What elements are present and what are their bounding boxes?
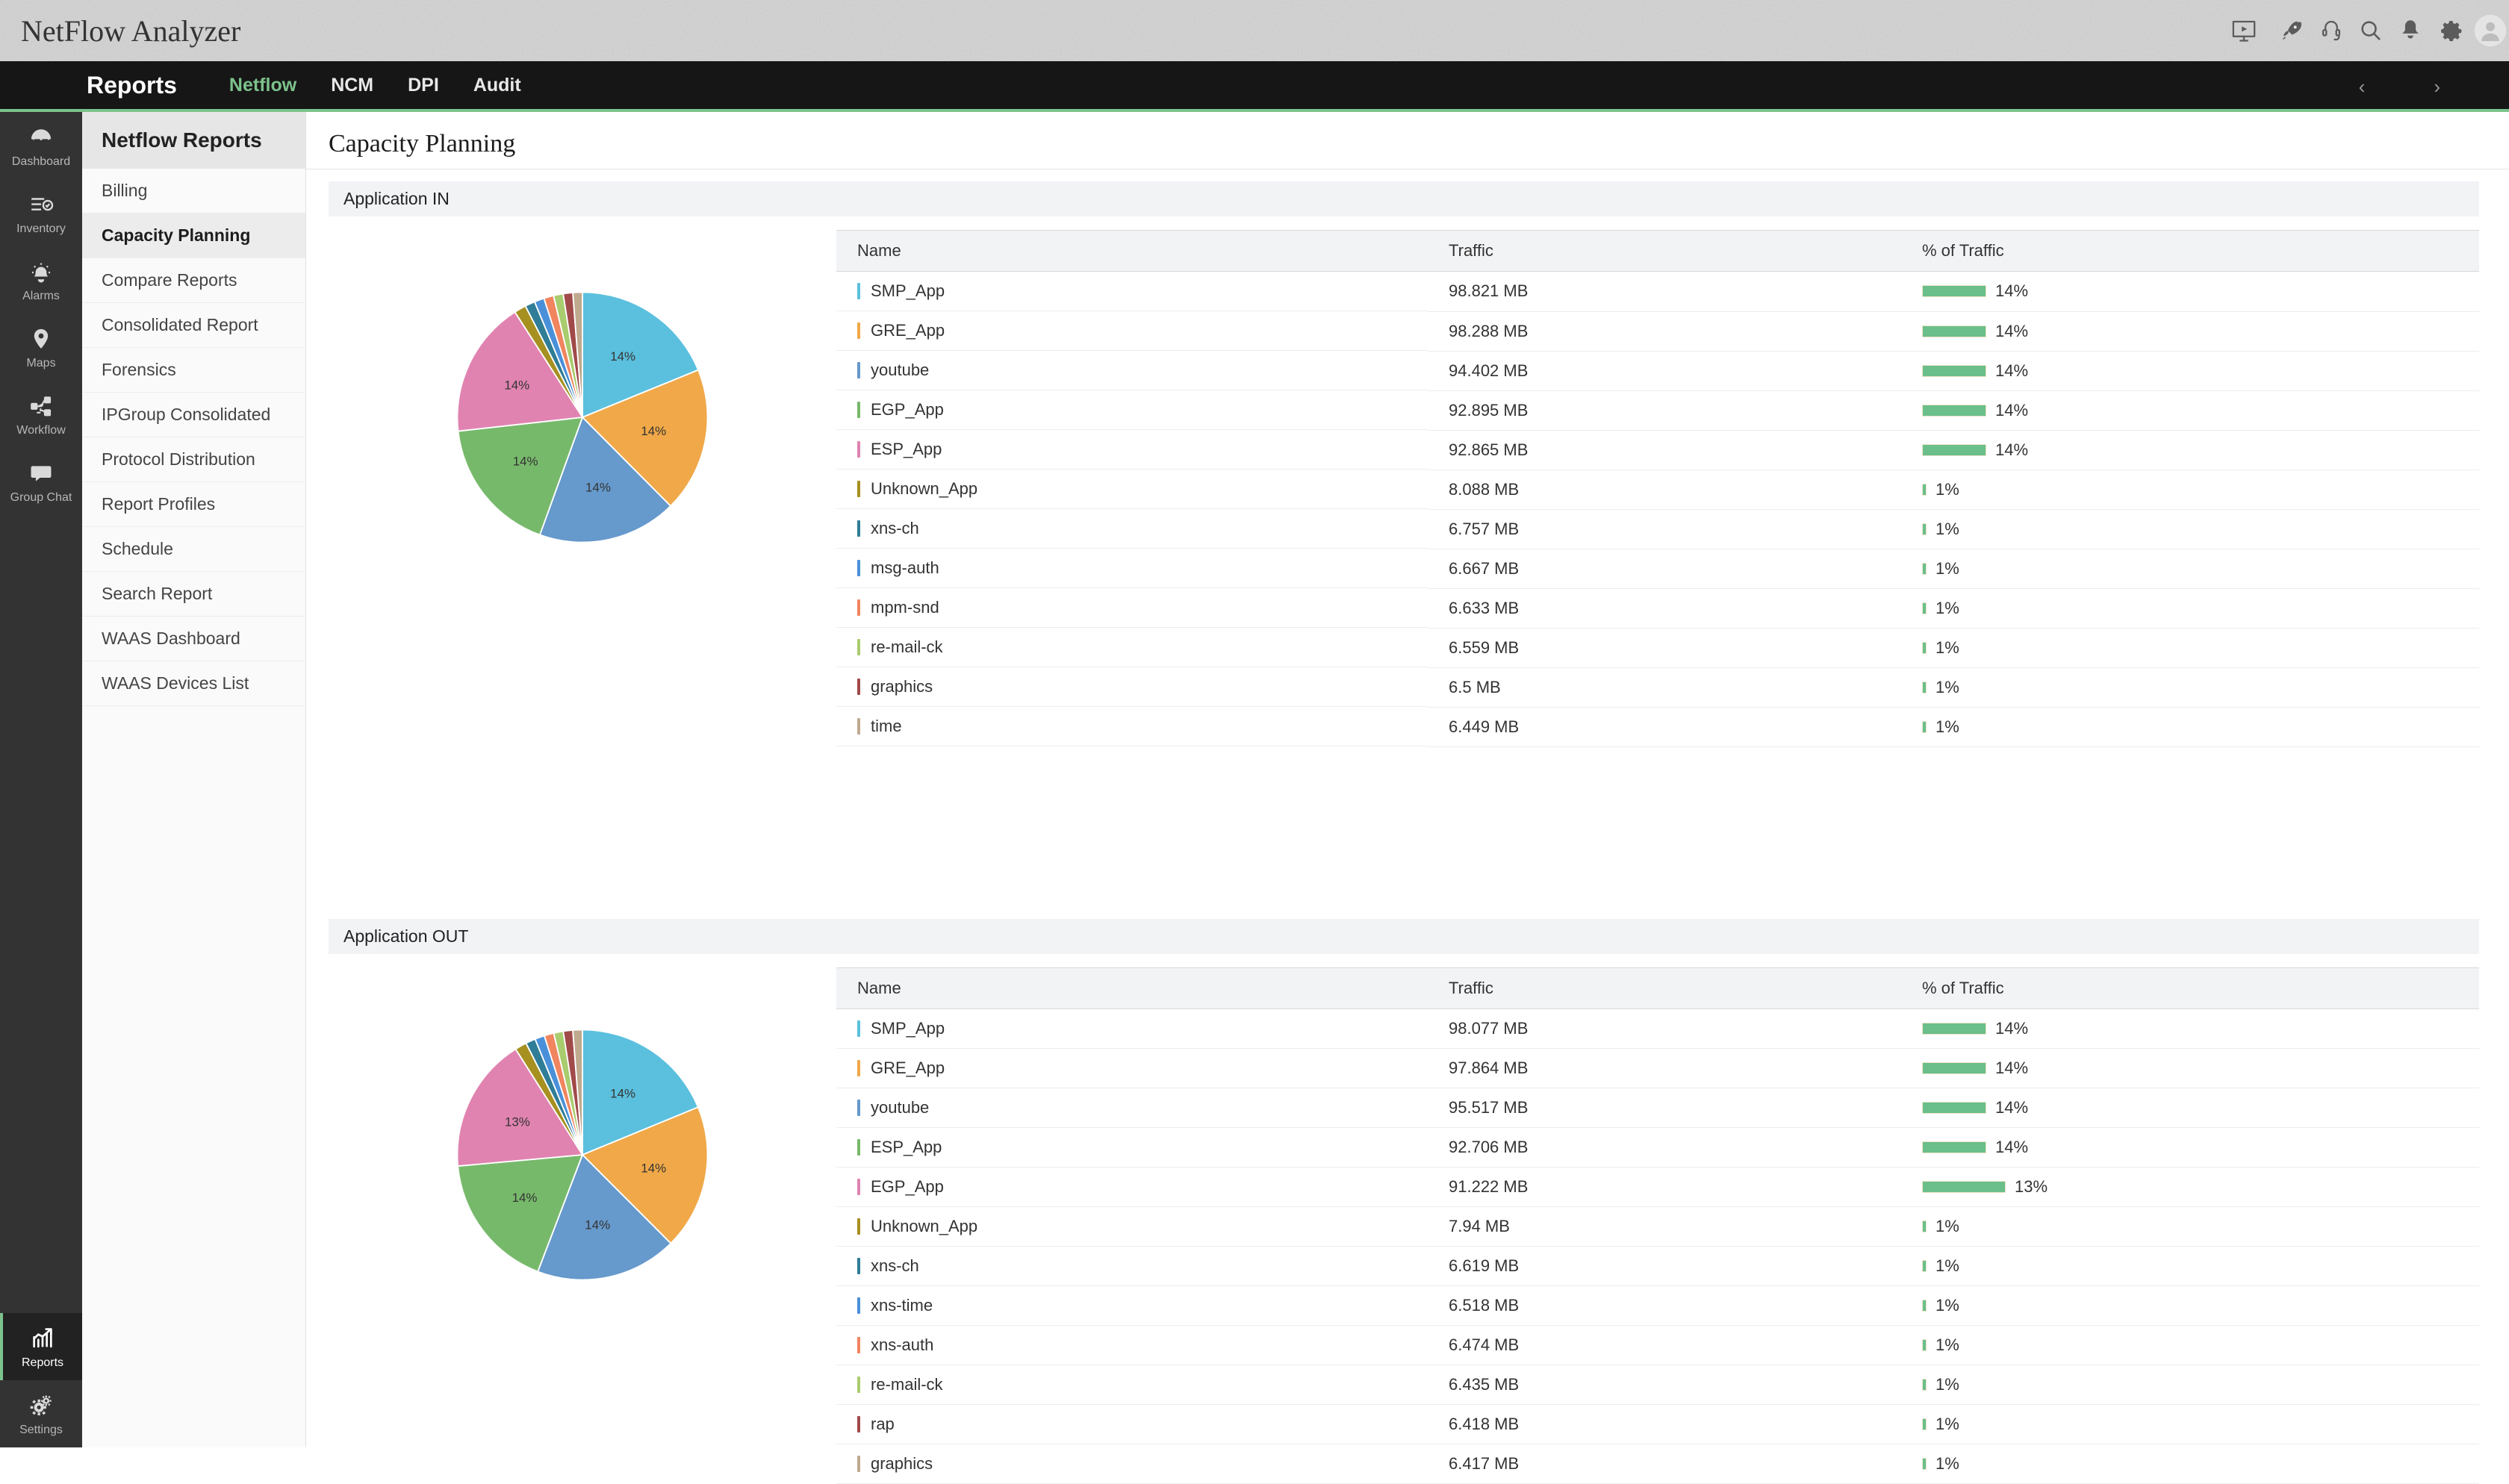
svg-text:14%: 14% <box>641 1161 666 1175</box>
svg-text:14%: 14% <box>610 349 635 364</box>
svg-text:14%: 14% <box>585 480 611 494</box>
svg-text:14%: 14% <box>641 424 666 438</box>
svg-text:14%: 14% <box>504 378 529 393</box>
svg-text:14%: 14% <box>512 1191 538 1205</box>
svg-text:14%: 14% <box>513 455 538 469</box>
svg-text:13%: 13% <box>505 1114 530 1129</box>
svg-text:14%: 14% <box>610 1086 635 1100</box>
svg-text:14%: 14% <box>585 1218 610 1232</box>
